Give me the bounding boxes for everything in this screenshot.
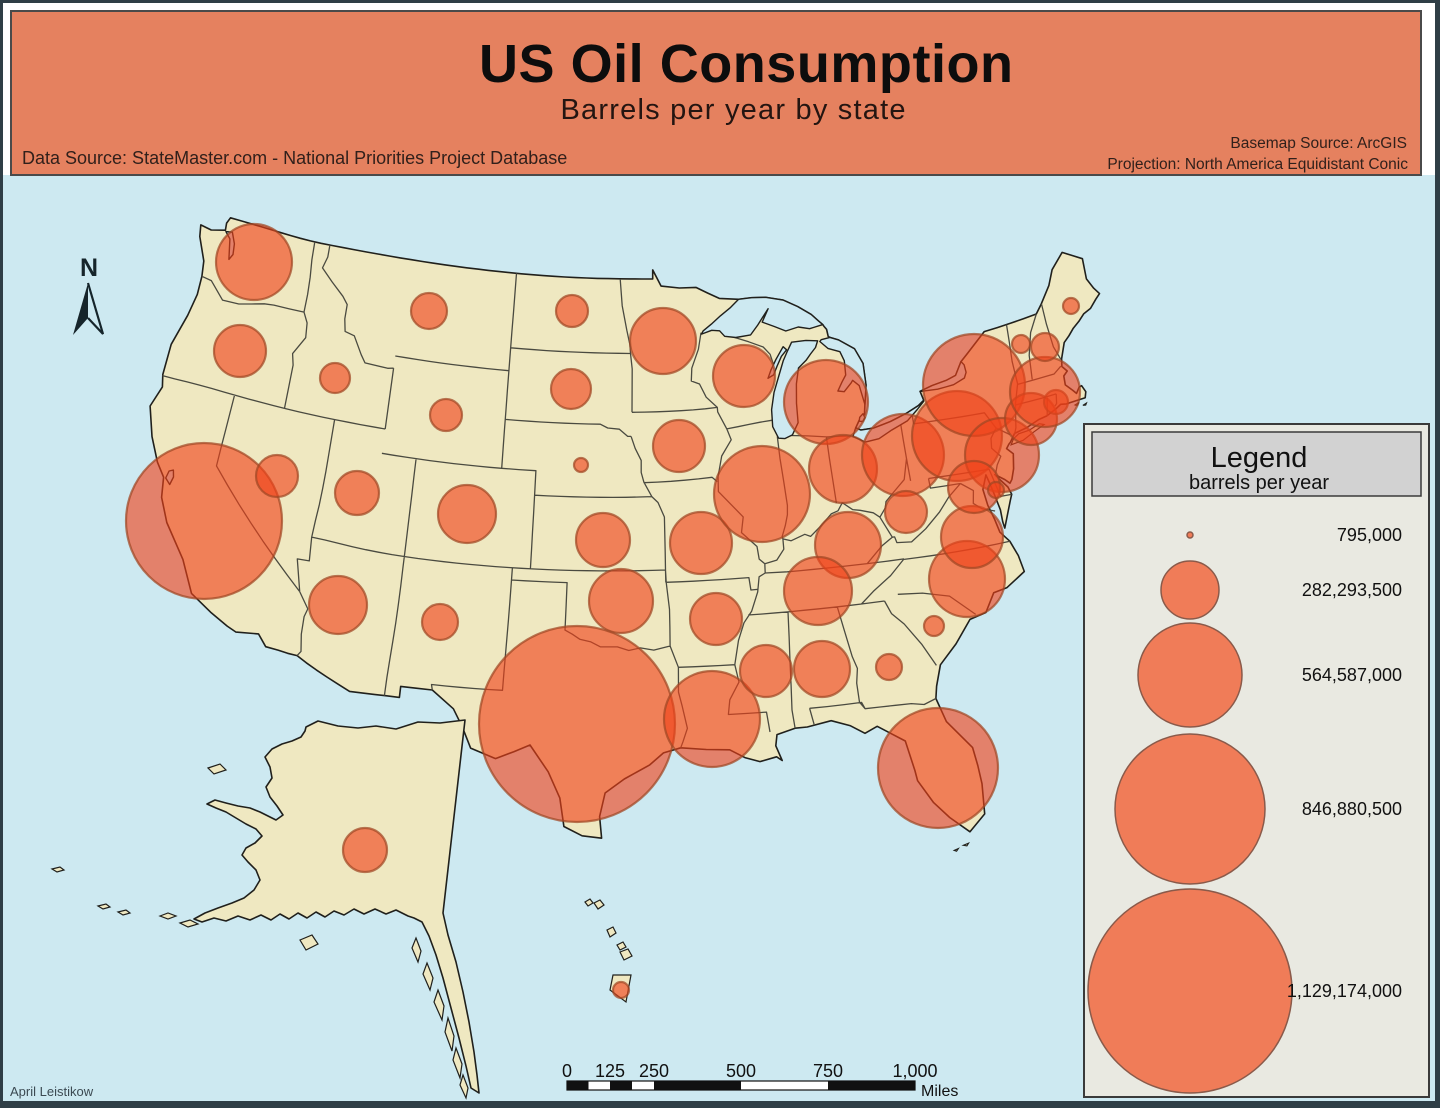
- svg-text:500: 500: [726, 1061, 756, 1081]
- svg-text:Miles: Miles: [921, 1083, 958, 1100]
- svg-text:Legend: Legend: [1211, 442, 1308, 474]
- svg-text:846,880,500: 846,880,500: [1302, 799, 1402, 819]
- svg-text:750: 750: [813, 1061, 843, 1081]
- svg-text:1,000: 1,000: [892, 1061, 937, 1081]
- svg-text:1,129,174,000: 1,129,174,000: [1287, 981, 1402, 1001]
- svg-text:125: 125: [595, 1061, 625, 1081]
- svg-text:April Leistikow: April Leistikow: [10, 1084, 94, 1099]
- svg-text:N: N: [80, 254, 98, 282]
- svg-text:0: 0: [562, 1061, 572, 1081]
- svg-text:250: 250: [639, 1061, 669, 1081]
- svg-text:US Oil Consumption: US Oil Consumption: [479, 34, 1013, 94]
- svg-text:Basemap Source: ArcGIS: Basemap Source: ArcGIS: [1230, 135, 1407, 152]
- svg-text:barrels per year: barrels per year: [1189, 472, 1329, 494]
- svg-text:Projection: North America Equi: Projection: North America Equidistant Co…: [1107, 156, 1408, 173]
- svg-text:Data Source: StateMaster.com -: Data Source: StateMaster.com - National …: [22, 148, 567, 168]
- svg-text:Barrels per year by state: Barrels per year by state: [561, 94, 906, 126]
- svg-text:564,587,000: 564,587,000: [1302, 665, 1402, 685]
- svg-text:282,293,500: 282,293,500: [1302, 580, 1402, 600]
- svg-text:795,000: 795,000: [1337, 525, 1402, 545]
